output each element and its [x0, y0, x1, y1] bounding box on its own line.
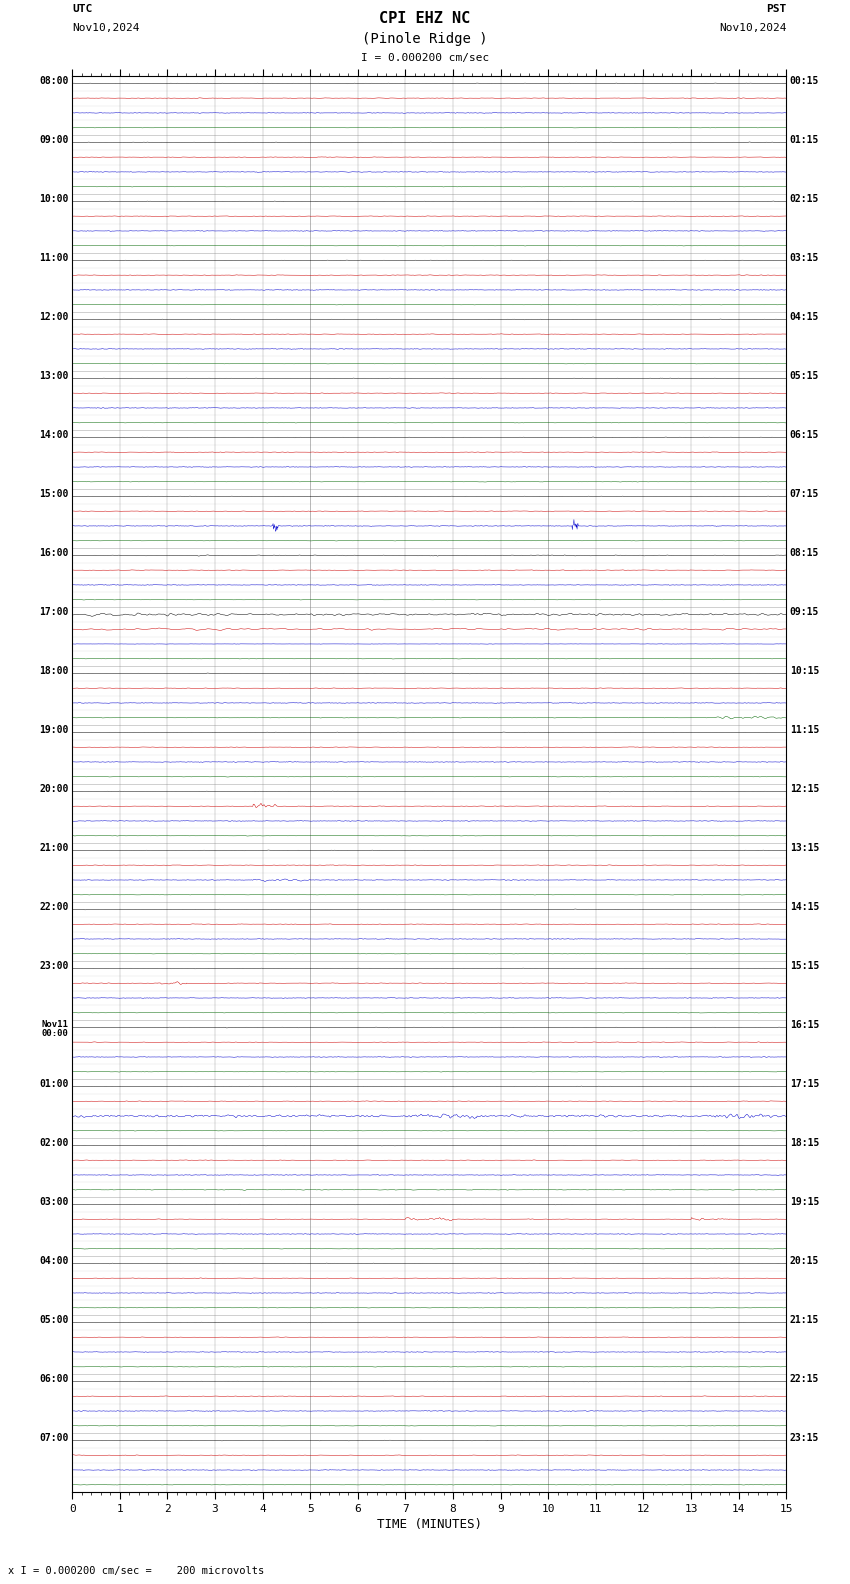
- Text: 14:00: 14:00: [39, 429, 69, 440]
- Text: 11:15: 11:15: [790, 725, 819, 735]
- Text: 07:15: 07:15: [790, 489, 819, 499]
- Text: 18:15: 18:15: [790, 1137, 819, 1148]
- Text: PST: PST: [766, 3, 786, 14]
- Text: CPI EHZ NC: CPI EHZ NC: [379, 11, 471, 27]
- Text: 16:00: 16:00: [39, 548, 69, 558]
- Text: UTC: UTC: [72, 3, 93, 14]
- Text: 15:00: 15:00: [39, 489, 69, 499]
- Text: 22:15: 22:15: [790, 1373, 819, 1384]
- Text: 12:15: 12:15: [790, 784, 819, 794]
- Text: 21:15: 21:15: [790, 1315, 819, 1326]
- Text: 08:15: 08:15: [790, 548, 819, 558]
- Text: 10:00: 10:00: [39, 195, 69, 204]
- Text: Nov11: Nov11: [42, 1020, 69, 1030]
- Text: 00:15: 00:15: [790, 76, 819, 86]
- Text: 09:15: 09:15: [790, 607, 819, 618]
- Text: 04:00: 04:00: [39, 1256, 69, 1266]
- Text: Nov10,2024: Nov10,2024: [72, 22, 139, 33]
- Text: 02:00: 02:00: [39, 1137, 69, 1148]
- Text: 22:00: 22:00: [39, 903, 69, 912]
- Text: 06:15: 06:15: [790, 429, 819, 440]
- Text: 06:00: 06:00: [39, 1373, 69, 1384]
- Text: x I = 0.000200 cm/sec =    200 microvolts: x I = 0.000200 cm/sec = 200 microvolts: [8, 1567, 264, 1576]
- Text: 23:15: 23:15: [790, 1434, 819, 1443]
- Text: 20:00: 20:00: [39, 784, 69, 794]
- Text: 19:15: 19:15: [790, 1198, 819, 1207]
- Text: (Pinole Ridge ): (Pinole Ridge ): [362, 32, 488, 46]
- Text: 23:00: 23:00: [39, 961, 69, 971]
- Text: 16:15: 16:15: [790, 1020, 819, 1030]
- Text: 03:15: 03:15: [790, 253, 819, 263]
- Text: 12:00: 12:00: [39, 312, 69, 322]
- Text: 14:15: 14:15: [790, 903, 819, 912]
- Text: 00:00: 00:00: [42, 1030, 69, 1038]
- Text: 19:00: 19:00: [39, 725, 69, 735]
- Text: 04:15: 04:15: [790, 312, 819, 322]
- Text: 08:00: 08:00: [39, 76, 69, 86]
- Text: 13:00: 13:00: [39, 371, 69, 382]
- Text: 01:00: 01:00: [39, 1079, 69, 1090]
- Text: 17:15: 17:15: [790, 1079, 819, 1090]
- Text: I = 0.000200 cm/sec: I = 0.000200 cm/sec: [361, 52, 489, 63]
- Text: 05:15: 05:15: [790, 371, 819, 382]
- Text: 10:15: 10:15: [790, 667, 819, 676]
- Text: 05:00: 05:00: [39, 1315, 69, 1326]
- Text: 17:00: 17:00: [39, 607, 69, 618]
- Text: 18:00: 18:00: [39, 667, 69, 676]
- Text: 15:15: 15:15: [790, 961, 819, 971]
- Text: 09:00: 09:00: [39, 135, 69, 146]
- Text: 03:00: 03:00: [39, 1198, 69, 1207]
- Text: 20:15: 20:15: [790, 1256, 819, 1266]
- Text: 01:15: 01:15: [790, 135, 819, 146]
- Text: Nov10,2024: Nov10,2024: [719, 22, 786, 33]
- Text: 11:00: 11:00: [39, 253, 69, 263]
- Text: 07:00: 07:00: [39, 1434, 69, 1443]
- X-axis label: TIME (MINUTES): TIME (MINUTES): [377, 1517, 482, 1532]
- Text: 21:00: 21:00: [39, 843, 69, 854]
- Text: 02:15: 02:15: [790, 195, 819, 204]
- Text: 13:15: 13:15: [790, 843, 819, 854]
